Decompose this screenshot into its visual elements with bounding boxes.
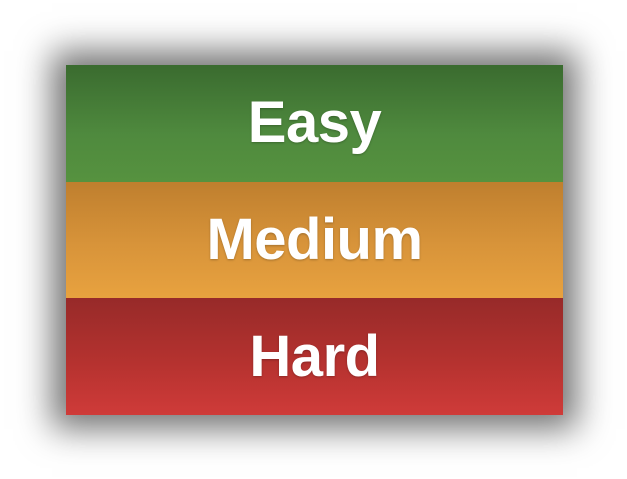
easy-label: Easy <box>247 90 382 156</box>
medium-label: Medium <box>206 207 423 272</box>
medium-button[interactable]: Medium <box>66 181 563 299</box>
hard-button[interactable]: Hard <box>66 298 563 416</box>
easy-button[interactable]: Easy <box>66 65 563 182</box>
difficulty-selector: Easy Medium Hard <box>66 65 563 416</box>
hard-label: Hard <box>249 323 380 389</box>
